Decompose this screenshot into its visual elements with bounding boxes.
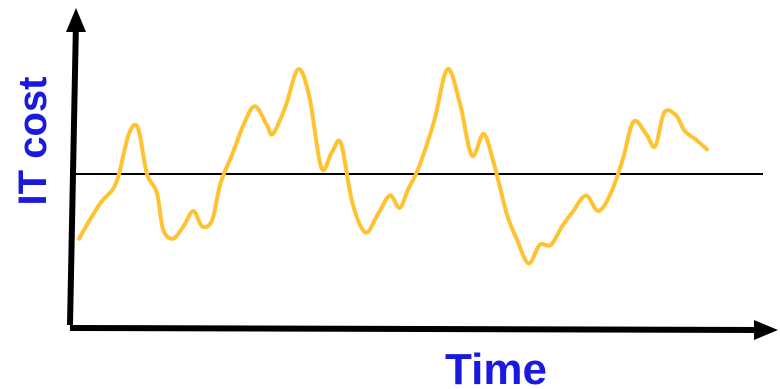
x-axis bbox=[69, 325, 763, 333]
x-axis-label: Time bbox=[445, 345, 547, 389]
series-layer bbox=[77, 67, 709, 266]
y-axis-label: IT cost bbox=[11, 77, 55, 206]
y-axis bbox=[67, 21, 79, 326]
series-line-0 bbox=[77, 67, 709, 266]
x-axis-arrowhead bbox=[754, 320, 778, 340]
y-axis-arrowhead bbox=[66, 8, 86, 32]
